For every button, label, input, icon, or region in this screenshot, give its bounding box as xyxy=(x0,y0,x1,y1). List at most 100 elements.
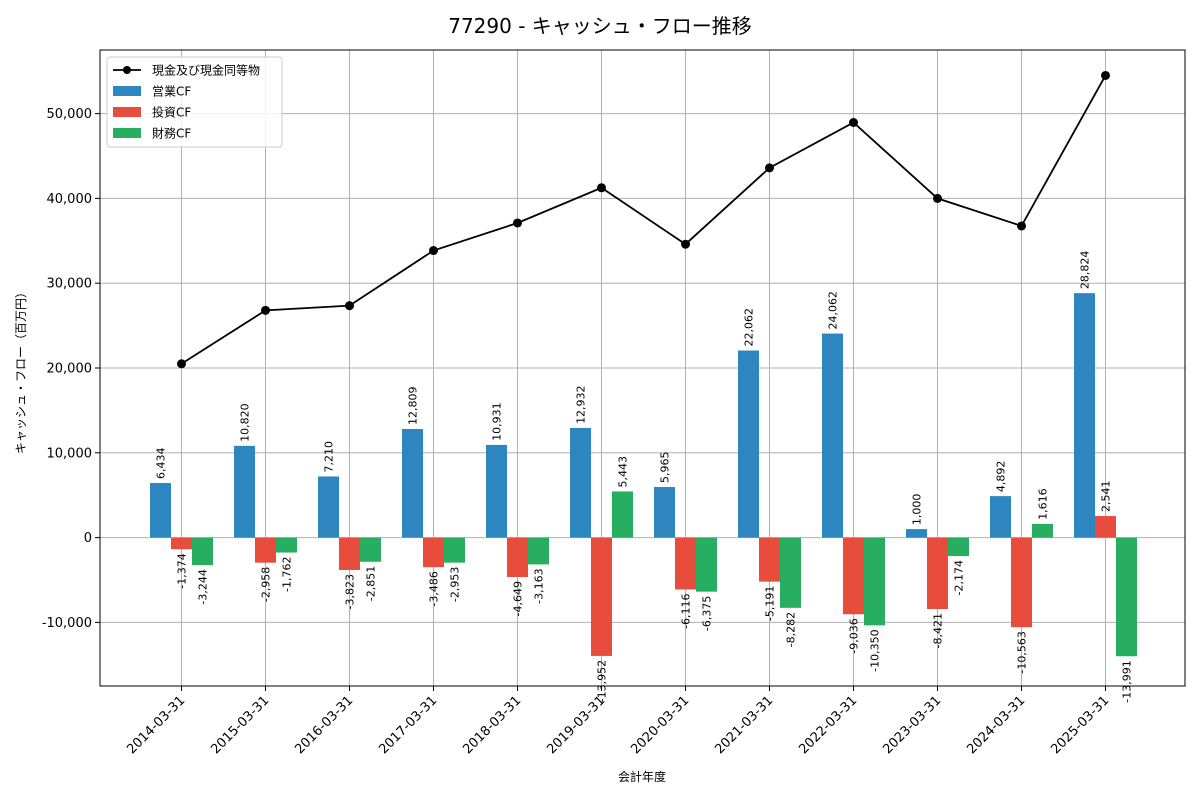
bar xyxy=(339,537,360,571)
bar-value-label: -2,953 xyxy=(449,567,462,602)
cash-point xyxy=(681,239,690,249)
bar-value-label: -2,958 xyxy=(260,567,273,602)
y-tick-label: 30,000 xyxy=(47,277,93,292)
bar-value-label: 1,000 xyxy=(911,494,924,526)
cash-point xyxy=(261,305,270,315)
bar xyxy=(234,445,255,538)
bar xyxy=(759,537,780,582)
bars xyxy=(150,293,1137,657)
cash-point xyxy=(597,183,606,193)
bar xyxy=(927,537,948,610)
bar-value-label: 6,434 xyxy=(155,448,168,480)
y-tick-label: 20,000 xyxy=(47,362,93,377)
y-tick-label: 0 xyxy=(84,531,92,546)
bar-value-label: 1,616 xyxy=(1037,488,1050,520)
bar-value-label: -9,036 xyxy=(848,618,861,653)
bar-value-label: -5,191 xyxy=(764,586,777,621)
bar xyxy=(591,537,612,656)
legend-swatch xyxy=(113,128,141,138)
bar xyxy=(1011,537,1032,628)
bar xyxy=(150,483,171,538)
bar-value-label: 24,062 xyxy=(827,291,840,330)
bar-value-label: 7,210 xyxy=(323,441,336,473)
y-tick-label: -10,000 xyxy=(42,616,92,631)
bar-value-label: 4,892 xyxy=(995,461,1008,493)
legend-swatch xyxy=(113,86,141,96)
bar xyxy=(276,537,297,553)
bar-value-label: -6,116 xyxy=(680,593,693,628)
data-labels: 6,434 10,820 7,210 12,809 10,931 12,932 5,965 2… xyxy=(155,251,1134,703)
bar-value-label: -2,174 xyxy=(953,560,966,595)
x-axis-title: 会計年度 xyxy=(618,769,666,784)
bar-value-label: -2,851 xyxy=(365,566,378,601)
bar xyxy=(675,537,696,590)
bar xyxy=(1032,523,1053,538)
bar xyxy=(507,537,528,578)
bar-value-label: 5,965 xyxy=(659,452,672,484)
cash-point xyxy=(849,118,858,128)
legend-swatch xyxy=(113,107,141,117)
bar xyxy=(780,537,801,608)
bar xyxy=(843,537,864,615)
bar-value-label: -1,762 xyxy=(281,557,294,592)
bar-value-label: -3,244 xyxy=(197,569,210,604)
bar xyxy=(906,529,927,538)
chart-title: 77290 - キャッシュ・フロー推移 xyxy=(448,14,752,38)
bar xyxy=(822,333,843,538)
bar xyxy=(654,487,675,538)
bar-value-label: -10,350 xyxy=(869,629,882,671)
legend-label: 投資CF xyxy=(152,105,191,120)
bar xyxy=(990,496,1011,538)
cash-line xyxy=(181,75,1107,365)
bar-value-label: 10,931 xyxy=(491,402,504,441)
y-tick-label: 50,000 xyxy=(47,107,93,122)
bar-value-label: -1,374 xyxy=(176,553,189,588)
bar xyxy=(570,427,591,538)
y-tick-label: 10,000 xyxy=(47,446,93,461)
bar-value-label: -4,649 xyxy=(512,581,525,616)
bar xyxy=(864,537,885,626)
y-axis-title: キャッシュ・フロー（百万円） xyxy=(14,286,28,454)
bar-value-label: -13,991 xyxy=(1121,660,1134,702)
bar-value-label: 12,932 xyxy=(575,385,588,424)
cash-point xyxy=(429,246,438,256)
y-tick-label: 40,000 xyxy=(47,192,93,207)
legend-label: 現金及び現金同等物 xyxy=(152,63,260,78)
legend-marker xyxy=(123,66,131,74)
bar-value-label: 2,541 xyxy=(1100,481,1113,513)
bar-value-label: 10,820 xyxy=(239,403,252,442)
cash-point xyxy=(345,301,354,311)
cash-point xyxy=(933,193,942,203)
legend-label: 営業CF xyxy=(152,85,191,99)
bar-value-label: -10,563 xyxy=(1016,631,1029,673)
bar xyxy=(696,537,717,592)
bar-value-label: -8,282 xyxy=(785,612,798,647)
bar xyxy=(1095,516,1116,538)
legend-label: 財務CF xyxy=(152,126,191,141)
bar xyxy=(255,537,276,563)
bar xyxy=(171,537,192,550)
bar xyxy=(423,537,444,568)
bar xyxy=(948,537,969,557)
bar xyxy=(360,537,381,562)
bar-value-label: -3,823 xyxy=(344,574,357,609)
cash-point xyxy=(513,218,522,228)
bar-value-label: -13,952 xyxy=(596,660,609,702)
bar xyxy=(1116,537,1137,657)
bar xyxy=(612,491,633,538)
cash-point xyxy=(1017,221,1026,231)
bar-value-label: -3,486 xyxy=(428,571,441,606)
cash-line-series xyxy=(177,70,1110,369)
bar-value-label: -3,163 xyxy=(533,568,546,603)
bar xyxy=(444,537,465,563)
bar-value-label: 22,062 xyxy=(743,308,756,347)
bar xyxy=(528,537,549,565)
legend-box xyxy=(106,56,283,148)
bar xyxy=(486,444,507,538)
bar-value-label: -6,375 xyxy=(701,596,714,631)
bar xyxy=(402,428,423,538)
bar xyxy=(318,476,339,538)
bar-value-label: 28,824 xyxy=(1079,251,1092,290)
